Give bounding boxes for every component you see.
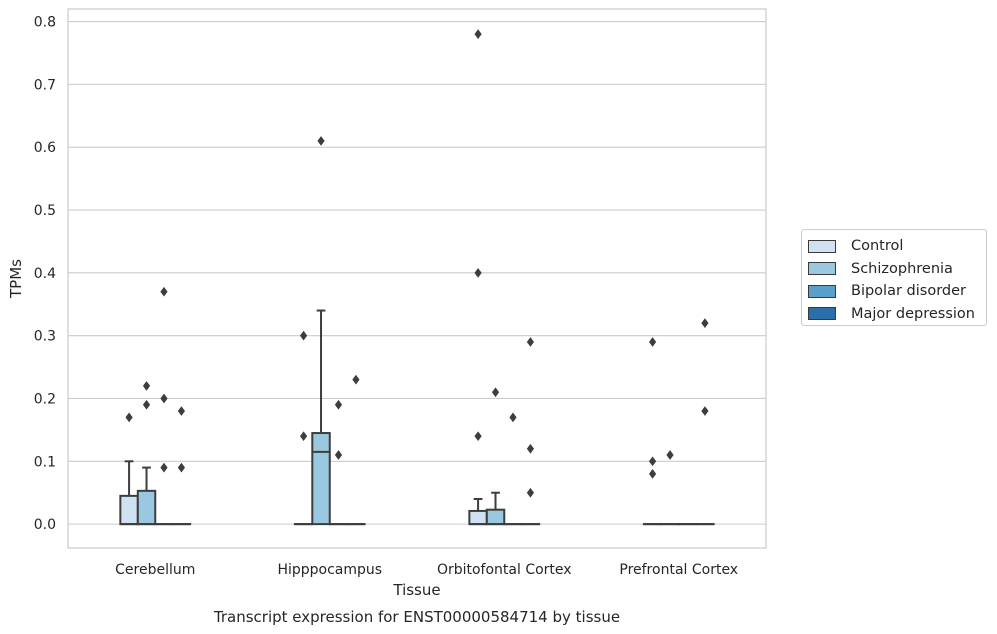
legend-label: Major depression [851, 305, 975, 322]
outlier-point [299, 431, 308, 442]
box-1-3 [346, 374, 366, 526]
y-tick-label: 0.2 [34, 391, 56, 407]
x-tick-label: Cerebellum [115, 562, 195, 578]
box-body [119, 494, 139, 526]
outlier-point [648, 456, 657, 467]
y-tick-label: 0.8 [34, 15, 56, 31]
outlier-point [317, 136, 325, 146]
outlier-point [526, 487, 535, 498]
outlier-point [160, 462, 168, 473]
outlier-point [509, 412, 517, 423]
box-3-3 [695, 318, 715, 526]
x-tick-label: Hipppocampus [277, 562, 382, 578]
outlier-point [701, 318, 709, 328]
y-tick-label: 0.6 [34, 140, 56, 156]
box-1-1 [311, 136, 331, 526]
box-body [136, 489, 157, 526]
y-tick-label: 0.0 [34, 517, 56, 533]
y-axis-title: TPMs [7, 259, 25, 299]
outlier-point [177, 406, 186, 416]
grid-lines [68, 21, 766, 525]
outlier-point [474, 267, 482, 278]
legend-label: Control [851, 238, 904, 255]
outlier-point [160, 286, 168, 297]
x-tick-label: Prefrontal Cortex [619, 562, 738, 578]
y-tick-label: 0.5 [34, 203, 56, 219]
box-0-3 [171, 406, 192, 526]
box-0-2 [154, 286, 174, 526]
box-0-0 [119, 412, 139, 526]
box-body [311, 432, 331, 526]
legend-item: Control [808, 235, 986, 258]
chart-title: Transcript expression for ENST0000058471… [213, 608, 620, 626]
outlier-point [648, 337, 657, 347]
legend-swatch [808, 307, 836, 321]
box-2-0 [468, 29, 488, 526]
box-plot-series [119, 29, 715, 526]
x-axis-tick-labels: Cerebellum Hipppocampus Orbitofontal Corte… [115, 562, 738, 578]
outlier-point [526, 443, 535, 454]
chart-legend: Control Schizophrenia Bipolar disorder Majo… [801, 229, 987, 326]
outlier-point [526, 337, 535, 347]
outlier-point [474, 431, 482, 442]
legend-label: Schizophrenia [851, 260, 953, 277]
box-1-2 [328, 399, 349, 526]
outlier-point [701, 406, 709, 416]
y-tick-label: 0.7 [34, 77, 56, 93]
box-2-2 [503, 412, 523, 526]
x-tick-label: Orbitofontal Cortex [437, 562, 572, 578]
legend-swatch [808, 262, 836, 276]
box-0-1 [136, 381, 157, 526]
x-axis-title: Tissue [392, 581, 440, 599]
outlier-point [491, 387, 500, 398]
box-body [485, 508, 506, 526]
plot-area-frame [67, 8, 767, 549]
y-axis-tick-labels: 0.0 0.1 0.2 0.3 0.4 0.5 0.6 0.7 0.8 [34, 15, 56, 534]
outlier-point [648, 469, 657, 479]
legend-label: Bipolar disorder [851, 283, 966, 300]
legend-item: Schizophrenia [808, 258, 986, 281]
outlier-point [299, 330, 308, 341]
box-1-0 [293, 330, 314, 526]
y-tick-label: 0.1 [34, 454, 56, 470]
outlier-point [352, 374, 360, 385]
y-tick-label: 0.4 [34, 266, 56, 282]
outlier-point [160, 393, 168, 404]
legend-swatch [808, 239, 836, 253]
outlier-point [334, 399, 343, 410]
legend-swatch [808, 284, 836, 298]
box-3-0 [642, 337, 663, 526]
box-body [468, 509, 488, 526]
outlier-point [125, 412, 133, 423]
outlier-point [177, 462, 186, 473]
legend-item: Bipolar disorder [808, 280, 986, 303]
outlier-point [334, 450, 343, 460]
outlier-point [142, 399, 151, 410]
box-2-1 [485, 387, 506, 526]
outlier-point [474, 29, 482, 39]
outlier-point [142, 381, 151, 391]
box-2-3 [520, 337, 541, 526]
outlier-point [666, 450, 674, 460]
y-tick-label: 0.3 [34, 329, 56, 345]
legend-item: Major depression [808, 303, 986, 326]
